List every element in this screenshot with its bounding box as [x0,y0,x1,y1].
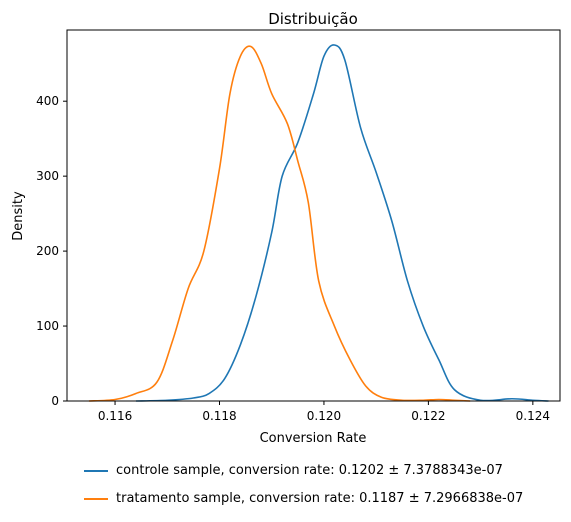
chart-title: Distribuição [268,10,358,28]
series-layer [88,44,549,402]
series-line-controle [135,44,549,402]
legend-item-tratamento: tratamento sample, conversion rate: 0.11… [84,489,564,517]
y-tick-label: 400 [36,94,59,108]
legend-swatch-tratamento [84,498,108,500]
y-tick-label: 200 [36,244,59,258]
legend-item-controle: controle sample, conversion rate: 0.1202… [84,461,564,489]
series-line-tratamento [88,45,471,402]
x-tick-label: 0.120 [307,409,341,423]
legend-swatch-controle [84,470,108,472]
y-tick-label: 0 [51,394,59,408]
legend: controle sample, conversion rate: 0.1202… [84,461,564,517]
x-tick-label: 0.124 [516,409,550,423]
legend-label-tratamento: tratamento sample, conversion rate: 0.11… [116,491,524,506]
legend-label-controle: controle sample, conversion rate: 0.1202… [116,463,503,478]
plot-frame [66,29,561,402]
x-axis-label: Conversion Rate [260,431,367,446]
x-tick-label: 0.116 [98,409,132,423]
x-tick-label: 0.122 [411,409,445,423]
y-axis: 0 100 200 300 400 [36,94,67,408]
x-axis: 0.116 0.118 0.120 0.122 0.124 [98,401,550,423]
y-tick-label: 300 [36,169,59,183]
x-tick-label: 0.118 [202,409,236,423]
y-axis-label: Density [11,191,26,241]
y-tick-label: 100 [36,319,59,333]
